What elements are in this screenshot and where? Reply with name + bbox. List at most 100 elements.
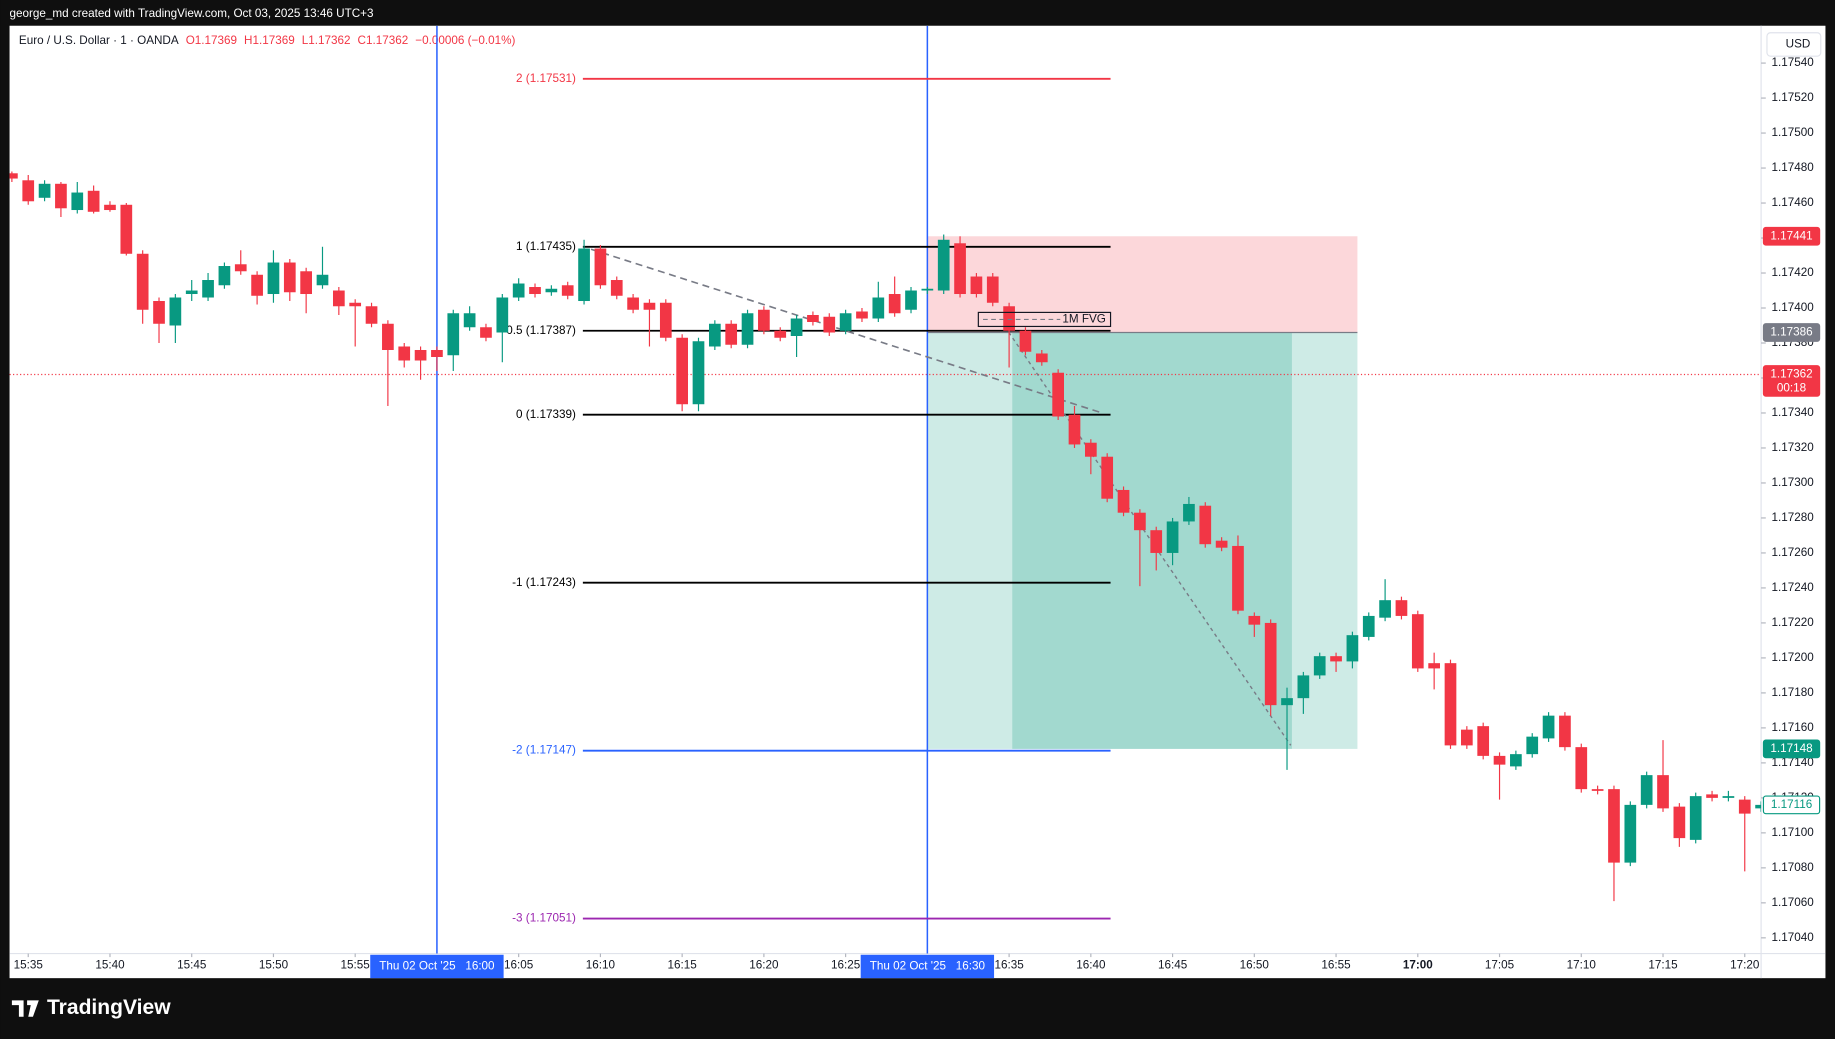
price-tag-label: 1.17441 xyxy=(1770,229,1812,242)
x-tick-label: 17:15 xyxy=(1648,958,1678,971)
candle-body xyxy=(954,243,966,295)
candle-body xyxy=(283,262,296,293)
y-tick-label: 1.17220 xyxy=(1772,616,1815,629)
price-tag-label: 1.17116 xyxy=(1771,798,1812,811)
candle-body xyxy=(1281,698,1293,706)
candle-body xyxy=(1542,715,1555,739)
candle-body xyxy=(300,271,312,295)
candle-body xyxy=(185,290,198,295)
candle-body xyxy=(1526,736,1539,755)
fib-label: 0.5 (1.17387) xyxy=(506,324,576,337)
candle-body xyxy=(332,290,345,307)
candle-body xyxy=(1232,545,1244,611)
candle-body xyxy=(251,274,263,296)
currency[interactable]: USD xyxy=(1786,38,1811,51)
legend-open: O1.17369 xyxy=(186,34,237,47)
fib-label: -2 (1.17147) xyxy=(512,744,576,757)
y-tick-label: 1.17460 xyxy=(1772,196,1815,209)
price-tag xyxy=(1762,226,1821,246)
candle-body xyxy=(1166,521,1179,553)
y-tick-label: 1.17300 xyxy=(1772,476,1815,489)
candle-body xyxy=(1559,715,1571,748)
candle-body xyxy=(87,190,100,212)
candle-body xyxy=(365,306,378,324)
currency-button[interactable] xyxy=(1766,32,1822,57)
candle-body xyxy=(1101,456,1114,499)
x-tick-label: 16:45 xyxy=(1158,958,1188,971)
candle-body xyxy=(1444,663,1457,746)
candle-body xyxy=(1117,489,1130,513)
candle-body xyxy=(431,349,443,357)
y-tick-label: 1.17280 xyxy=(1772,511,1815,524)
candle-body xyxy=(888,294,901,314)
candle-body xyxy=(741,313,754,345)
candle-body xyxy=(414,349,427,361)
candle-body xyxy=(529,287,541,295)
plot: 2 (1.17531) 1 (1.17435) 0.5 (1.17387) 0 (1.… xyxy=(9,25,1762,954)
x-tick-label: 16:35 xyxy=(994,958,1024,971)
candle-body xyxy=(1460,729,1473,746)
fib-label: 2 (1.17531) xyxy=(516,72,576,85)
candle-body xyxy=(1199,505,1212,545)
x-tick-label: 16:15 xyxy=(668,958,698,971)
fib-label: -1 (1.17243) xyxy=(512,576,576,589)
price-tag-label: 1.17362 xyxy=(1770,368,1812,381)
trend-line xyxy=(1008,331,1292,746)
candle-body xyxy=(1035,353,1048,363)
candle-body xyxy=(234,264,247,272)
candle-body xyxy=(1510,754,1522,767)
candle-body xyxy=(1395,600,1408,616)
x-tick-label: 17:10 xyxy=(1567,958,1597,971)
candle-body xyxy=(1379,600,1391,618)
candle-body xyxy=(38,183,51,198)
x-tick-label: 15:55 xyxy=(341,958,371,971)
candle-body xyxy=(937,239,950,291)
candle-body xyxy=(1738,799,1751,814)
legend: Euro / U.S. Dollar · 1 · OANDA O1.17369 H1… xyxy=(19,34,516,47)
candle-body xyxy=(1297,675,1310,699)
x-tick-label: 16:20 xyxy=(749,958,779,971)
y-tick-label: 1.17160 xyxy=(1772,721,1815,734)
trend-line xyxy=(590,248,1103,414)
candle-body xyxy=(22,180,35,202)
candle-body xyxy=(218,266,231,286)
candle-body xyxy=(1068,414,1081,445)
candle-body xyxy=(136,253,149,310)
candle-body xyxy=(1150,530,1163,553)
x-tick-label: 17:00 xyxy=(1403,958,1433,971)
x-tick-label: 15:40 xyxy=(95,958,125,971)
y-tick-label: 1.17500 xyxy=(1772,126,1815,139)
target-zone xyxy=(927,332,1358,749)
vertical-line-tag xyxy=(860,954,995,979)
y-tick-label: 1.17480 xyxy=(1772,161,1815,174)
candle-body xyxy=(1706,794,1718,798)
y-tick-label: 1.17420 xyxy=(1772,266,1815,279)
x-tick-label: 16:40 xyxy=(1076,958,1106,971)
vertical-line-label: Thu 02 Oct '25 16:00 xyxy=(379,960,495,973)
candle-body xyxy=(692,341,705,405)
symbol: Euro / U.S. Dollar · 1 · OANDA xyxy=(19,34,179,47)
legend-close: C1.17362 xyxy=(358,34,409,47)
price-tag xyxy=(1762,739,1821,759)
price-tag xyxy=(1762,365,1821,397)
candle-body xyxy=(1003,306,1015,331)
candle-body xyxy=(512,283,525,298)
y-tick-label: 1.17320 xyxy=(1772,441,1815,454)
candle-body xyxy=(496,297,509,333)
y-tick-label: 1.17140 xyxy=(1772,756,1815,769)
candle-body xyxy=(610,280,623,296)
candle-body xyxy=(316,274,329,286)
candle-body xyxy=(1362,615,1375,637)
brand: TradingView xyxy=(11,996,171,1019)
candle-body xyxy=(71,192,84,211)
candle-body xyxy=(1330,656,1342,662)
credit: george_md created with TradingView.com, … xyxy=(10,7,374,20)
y-tick-label: 1.17240 xyxy=(1772,581,1815,594)
candle-body xyxy=(398,346,411,361)
candle-body xyxy=(1689,796,1702,840)
y-tick-label: 1.17100 xyxy=(1772,826,1815,839)
candle-body xyxy=(447,313,460,356)
brand-name: TradingView xyxy=(47,996,171,1019)
candle-body xyxy=(905,290,917,310)
